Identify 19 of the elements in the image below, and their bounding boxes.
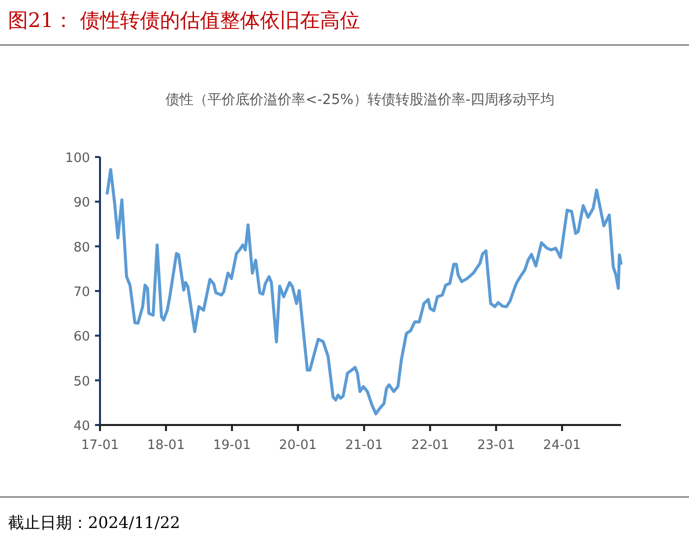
y-tick-label: 40 bbox=[73, 419, 90, 434]
y-tick-label: 60 bbox=[73, 330, 90, 345]
x-tick-label: 23-01 bbox=[477, 438, 515, 453]
line-series bbox=[106, 168, 622, 416]
y-tick-label: 100 bbox=[65, 151, 90, 166]
x-tick-label: 18-01 bbox=[147, 438, 185, 453]
x-tick-label: 20-01 bbox=[279, 438, 317, 453]
y-tick-label: 50 bbox=[73, 374, 90, 390]
chart-title: 图21： 债性转债的估值整体依旧在高位 bbox=[8, 8, 360, 32]
x-tick-label: 22-01 bbox=[411, 438, 449, 453]
y-tick-label: 80 bbox=[73, 240, 90, 256]
chart-subtitle: 债性（平价底价溢价率<-25%）转债转股溢价率-四周移动平均 bbox=[166, 92, 554, 108]
y-tick-label: 90 bbox=[73, 196, 90, 211]
x-tick-label: 19-01 bbox=[213, 438, 251, 453]
x-tick-label: 17-01 bbox=[81, 438, 119, 453]
x-tick-label: 21-01 bbox=[345, 438, 384, 453]
y-tick-label: 70 bbox=[73, 285, 90, 300]
text: 截止日期：2024/11/22 bbox=[8, 513, 180, 532]
x-tick-label: 24-01 bbox=[543, 438, 581, 453]
